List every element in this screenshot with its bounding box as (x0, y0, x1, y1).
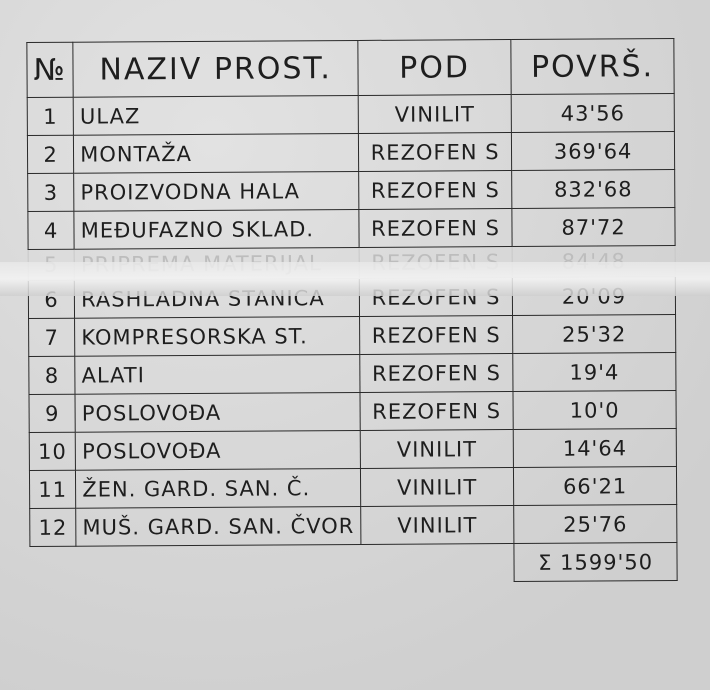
floor-type: REZOFEN S (358, 132, 512, 172)
header-name: NAZIV PROST. (73, 40, 359, 98)
floor-type: VINILIT (360, 505, 514, 545)
paper-fold (0, 262, 710, 296)
room-name: MEĐUFAZNO SKLAD. (74, 209, 360, 250)
table-row: 12 MUŠ. GARD. SAN. ČVOR VINILIT 25'76 (29, 504, 677, 547)
room-area: 66'21 (513, 466, 677, 506)
room-name: MUŠ. GARD. SAN. ČVOR (75, 506, 361, 547)
room-name: ALATI (74, 354, 361, 395)
header-area: POVRŠ. (510, 38, 675, 95)
floor-type: REZOFEN S (358, 208, 513, 248)
room-name: POSLOVOĐA (75, 392, 361, 433)
header-no: № (26, 42, 74, 98)
floor-type: REZOFEN S (359, 315, 513, 355)
room-area: 25'32 (512, 314, 676, 354)
total-row: Σ 1599'50 (30, 542, 678, 585)
room-area: 87'72 (511, 207, 676, 247)
floor-type: REZOFEN S (358, 170, 512, 210)
room-name: MONTAŽA (73, 133, 359, 174)
room-name: ŽEN. GARD. SAN. Č. (75, 468, 361, 509)
table-row: 1 ULAZ VINILIT 43'56 (27, 93, 675, 136)
table-row: 2 MONTAŽA REZOFEN S 369'64 (27, 131, 675, 174)
room-area-table: № NAZIV PROST. POD POVRŠ. 1 ULAZ VINILIT 43… (26, 38, 678, 585)
row-number: 9 (29, 394, 76, 433)
table-row: 7 KOMPRESORSKA ST. REZOFEN S 25'32 (28, 314, 676, 357)
table-row: 3 PROIZVODNA HALA REZOFEN S 832'68 (27, 169, 675, 212)
room-area: 25'76 (513, 504, 677, 544)
row-number: 11 (29, 470, 76, 509)
row-number: 12 (29, 508, 77, 547)
floor-type: REZOFEN S (360, 391, 514, 431)
row-number: 8 (28, 356, 76, 395)
room-name: KOMPRESORSKA ST. (74, 316, 360, 357)
floor-type: REZOFEN S (359, 353, 514, 393)
room-area: 10'0 (513, 390, 677, 430)
room-name: ULAZ (73, 95, 359, 136)
row-number: 3 (27, 173, 75, 212)
row-number: 1 (27, 97, 74, 136)
floor-type: VINILIT (360, 467, 514, 507)
total-area: Σ 1599'50 (513, 542, 678, 582)
room-name: POSLOVOĐA (75, 430, 361, 471)
room-area: 19'4 (512, 352, 677, 392)
row-number: 10 (29, 432, 76, 471)
table-row: 4 MEĐUFAZNO SKLAD. REZOFEN S 87'72 (27, 207, 676, 250)
room-area: 832'68 (511, 169, 675, 209)
room-area: 369'64 (511, 131, 675, 171)
row-number: 2 (27, 135, 74, 174)
floor-type: VINILIT (360, 429, 514, 469)
row-number: 4 (27, 211, 75, 250)
header-floor: POD (357, 39, 512, 96)
row-number: 7 (28, 318, 75, 357)
table-row: 10 POSLOVOĐA VINILIT 14'64 (29, 428, 677, 471)
table-header: № NAZIV PROST. POD POVRŠ. (26, 38, 675, 98)
floor-type: VINILIT (358, 94, 512, 134)
room-area: 43'56 (511, 93, 675, 133)
table-row: 11 ŽEN. GARD. SAN. Č. VINILIT 66'21 (29, 466, 677, 509)
table-row: 9 POSLOVOĐA REZOFEN S 10'0 (29, 390, 677, 433)
room-area: 14'64 (513, 428, 677, 468)
room-name: PROIZVODNA HALA (73, 171, 359, 212)
table-row: 8 ALATI REZOFEN S 19'4 (28, 352, 677, 395)
